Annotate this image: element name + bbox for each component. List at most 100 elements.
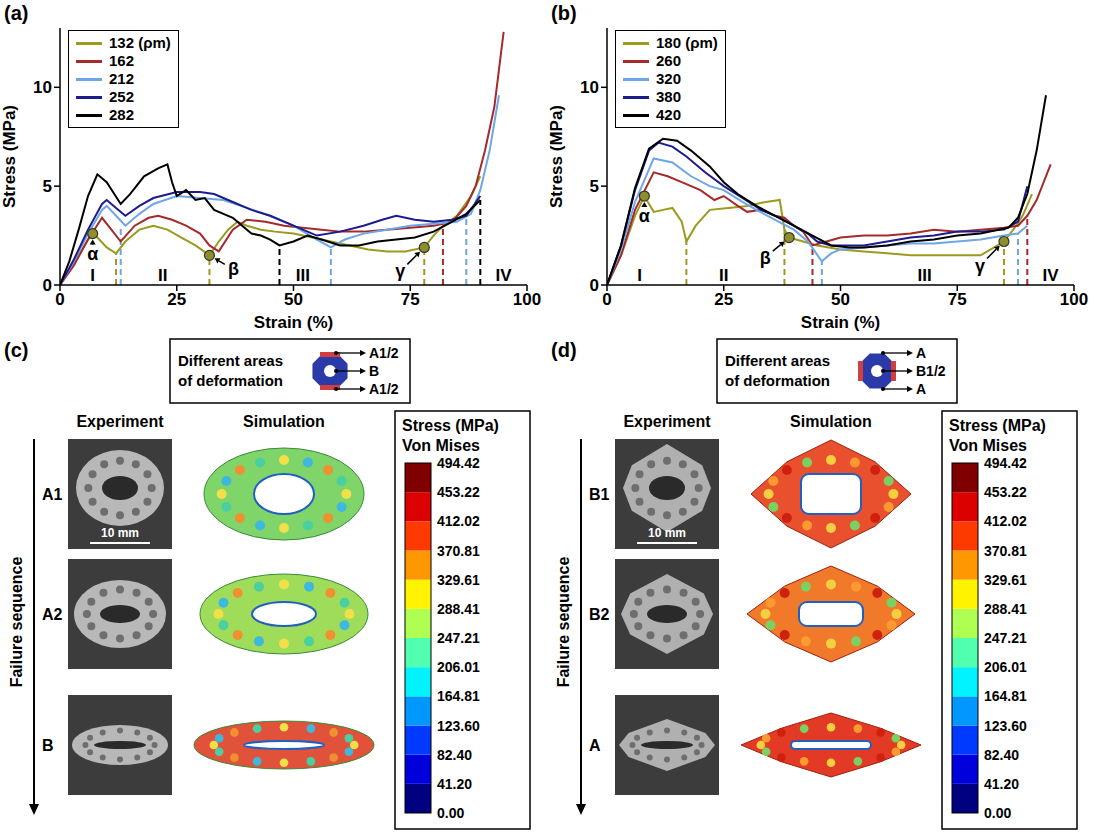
svg-text:288.41: 288.41 [437,601,480,617]
svg-text:I: I [637,266,642,285]
svg-text:II: II [158,266,167,285]
svg-text:Different areas: Different areas [725,352,830,369]
svg-text:Simulation: Simulation [243,413,325,430]
svg-text:(d): (d) [551,339,577,361]
svg-text:Simulation: Simulation [790,413,872,430]
svg-text:Stress (MPa): Stress (MPa) [0,105,19,208]
svg-text:123.60: 123.60 [984,718,1027,734]
svg-text:50: 50 [831,290,850,309]
svg-text:of deformation: of deformation [178,372,283,389]
html-text:132 (ρm): 132 (ρm) [109,34,171,51]
svg-text:329.61: 329.61 [437,572,480,588]
svg-text:41.20: 41.20 [984,776,1019,792]
svg-text:0: 0 [55,290,64,309]
svg-text:82.40: 82.40 [984,747,1019,763]
svg-text:0: 0 [602,290,611,309]
html-text:(b): (b) [551,2,577,24]
svg-text:γ: γ [975,256,985,276]
svg-text:α: α [639,206,650,226]
svg-text:Stress (MPa): Stress (MPa) [949,417,1046,434]
svg-text:IV: IV [496,266,513,285]
svg-text:75: 75 [401,290,420,309]
svg-text:123.60: 123.60 [437,718,480,734]
svg-text:10 mm: 10 mm [101,526,139,540]
svg-text:B1/2: B1/2 [916,363,946,379]
svg-text:41.20: 41.20 [437,776,472,792]
svg-text:IV: IV [1043,266,1060,285]
svg-text:Experiment: Experiment [76,413,164,430]
svg-text:Failure sequence: Failure sequence [555,557,572,688]
html-text:(a): (a) [4,2,29,24]
html-text:260: 260 [656,52,681,69]
svg-text:494.42: 494.42 [437,455,480,471]
svg-text:329.61: 329.61 [984,572,1027,588]
svg-text:206.01: 206.01 [984,659,1027,675]
svg-text:5: 5 [590,177,599,196]
svg-text:Different areas: Different areas [178,352,283,369]
svg-text:Strain (%): Strain (%) [801,313,880,332]
svg-text:A1/2: A1/2 [369,345,399,361]
svg-text:10: 10 [33,78,52,97]
svg-text:370.81: 370.81 [437,543,480,559]
svg-text:Stress (MPa): Stress (MPa) [547,105,566,208]
svg-text:10 mm: 10 mm [648,526,686,540]
svg-text:I: I [90,266,95,285]
html-text:180 (ρm): 180 (ρm) [656,34,718,51]
svg-text:0: 0 [43,276,52,295]
svg-text:100: 100 [513,290,541,309]
svg-text:A1: A1 [42,486,63,503]
svg-text:Von Mises: Von Mises [402,437,480,454]
html-text:320: 320 [656,70,681,87]
svg-text:412.02: 412.02 [437,513,480,529]
svg-text:β: β [228,259,239,279]
svg-text:Strain (%): Strain (%) [254,313,333,332]
svg-text:A2: A2 [42,606,63,623]
svg-text:494.42: 494.42 [984,455,1027,471]
svg-text:453.22: 453.22 [984,484,1027,500]
svg-text:412.02: 412.02 [984,513,1027,529]
svg-text:A1/2: A1/2 [369,381,399,397]
svg-text:γ: γ [395,261,405,281]
svg-text:Von Mises: Von Mises [949,437,1027,454]
svg-text:A: A [916,345,926,361]
svg-text:164.81: 164.81 [984,688,1027,704]
html-text:212: 212 [109,70,134,87]
html-text:282: 282 [109,106,134,123]
svg-text:75: 75 [948,290,967,309]
svg-text:B: B [369,363,379,379]
svg-text:0.00: 0.00 [437,805,464,821]
svg-text:Failure sequence: Failure sequence [8,557,25,688]
svg-text:of deformation: of deformation [725,372,830,389]
svg-text:0.00: 0.00 [984,805,1011,821]
svg-text:III: III [296,266,310,285]
svg-text:(c): (c) [4,339,28,361]
svg-text:Experiment: Experiment [623,413,711,430]
svg-text:II: II [719,266,728,285]
svg-text:100: 100 [1060,290,1088,309]
svg-text:247.21: 247.21 [984,630,1027,646]
svg-text:B1: B1 [589,486,610,503]
svg-text:β: β [760,248,771,268]
svg-text:82.40: 82.40 [437,747,472,763]
svg-text:206.01: 206.01 [437,659,480,675]
svg-text:A: A [589,737,601,754]
svg-text:247.21: 247.21 [437,630,480,646]
svg-text:B: B [42,737,54,754]
svg-text:10: 10 [580,78,599,97]
svg-text:453.22: 453.22 [437,484,480,500]
svg-text:A: A [916,381,926,397]
svg-text:50: 50 [284,290,303,309]
svg-text:164.81: 164.81 [437,688,480,704]
svg-text:III: III [917,266,931,285]
svg-text:Stress (MPa): Stress (MPa) [402,417,499,434]
svg-text:α: α [87,244,98,264]
html-text:162: 162 [109,52,134,69]
svg-text:25: 25 [714,290,733,309]
svg-text:B2: B2 [589,606,610,623]
html-text:252: 252 [109,88,134,105]
svg-text:288.41: 288.41 [984,601,1027,617]
svg-text:370.81: 370.81 [984,543,1027,559]
svg-text:0: 0 [590,276,599,295]
svg-text:25: 25 [167,290,186,309]
svg-text:5: 5 [43,177,52,196]
